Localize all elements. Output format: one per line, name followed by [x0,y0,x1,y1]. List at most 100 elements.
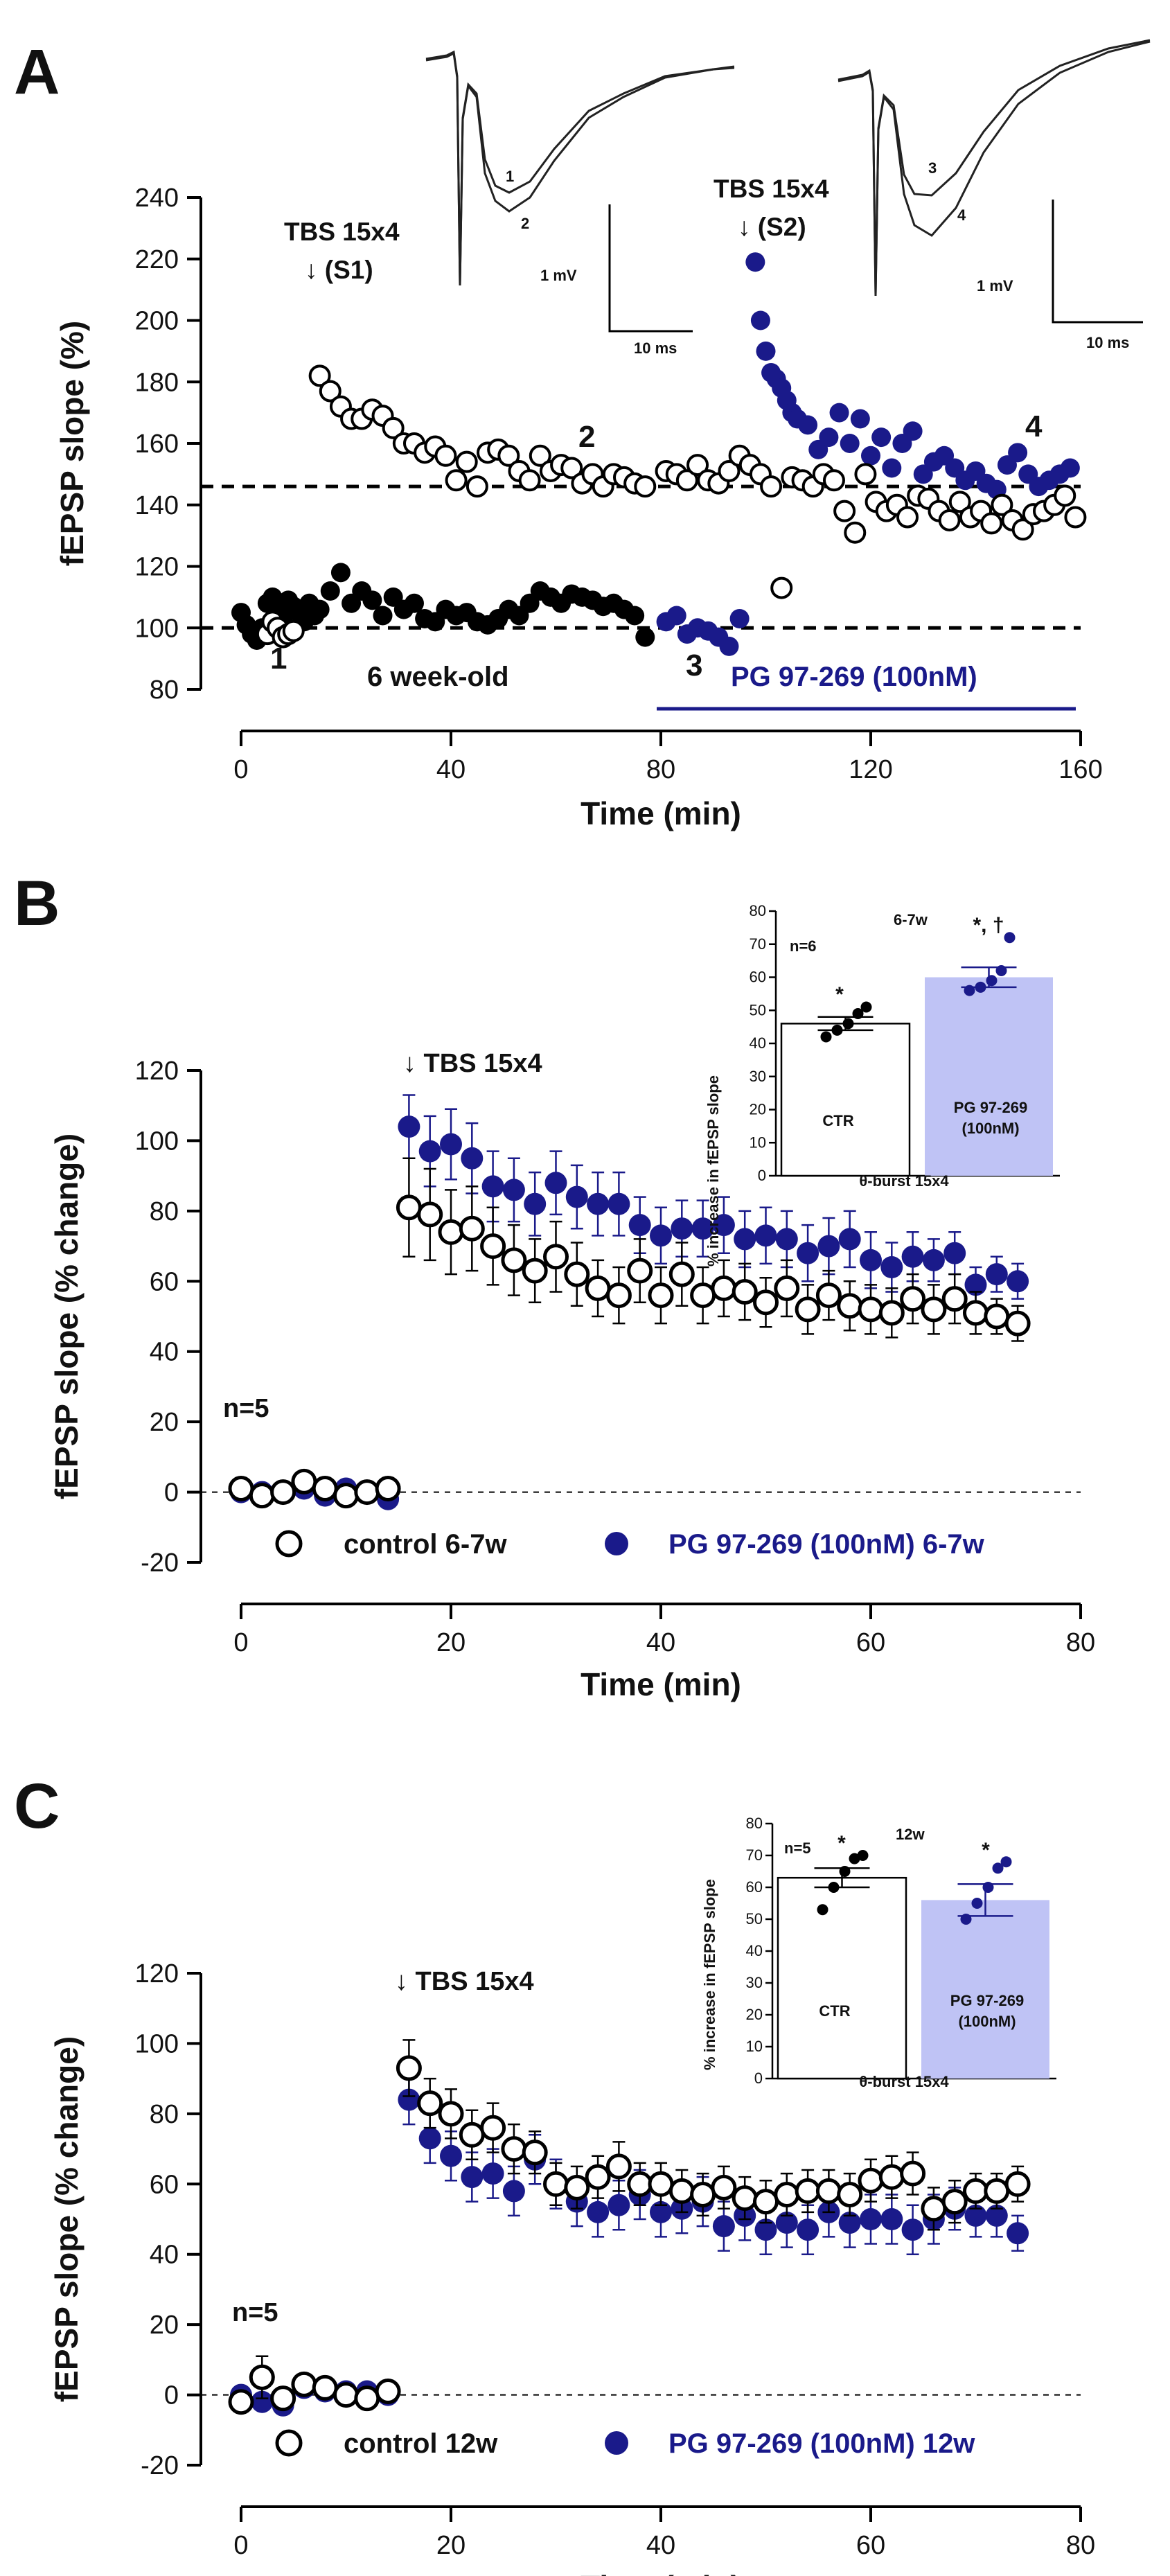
data-point-drug [251,2390,274,2413]
y-tick-label: 220 [135,245,179,274]
x-tick-label: 120 [849,755,892,784]
data-point-drug [418,2127,441,2150]
inset-b-bar-drug-2: (100nM) [961,1120,1019,1137]
data-point-drug [860,2208,882,2230]
data-point-control [878,1300,905,1326]
y-tick-label: 20 [150,2311,179,2340]
data-point-control [627,1258,653,1284]
data-point-drug [587,1192,610,1215]
data-point-control-open [833,500,856,522]
x-tick-label: 80 [1066,2531,1095,2560]
data-point-control [900,2160,926,2187]
data-point-control-open [991,493,1013,516]
data-point-drug [797,1242,819,1264]
panel-a-marks [231,252,1087,656]
data-point-control-open [445,469,468,492]
x-tick-label: 160 [1058,755,1102,784]
data-point-drug [985,1263,1008,1286]
data-point-control [668,1261,695,1287]
data-point-control-open [634,475,657,498]
legend-control-marker [275,1530,303,1558]
data-point-drug [838,2212,861,2234]
data-point-drug [524,1192,547,1215]
inset-data-point [982,1882,994,1893]
data-point-drug [903,421,923,441]
panel-a-age-label: 6 week-old [367,662,509,692]
panel-a-label-3: 3 [686,649,702,682]
data-point-control [815,1282,842,1309]
data-point-control [354,2385,380,2412]
data-point-drug [565,1185,588,1208]
legend-control-label: control 6-7w [344,1529,507,1560]
data-point-drug [418,1140,441,1163]
inset-c-bar-drug-1: PG 97-269 [950,1992,1024,2009]
data-point-drug [502,2180,525,2203]
data-point-drug [729,608,750,628]
inset-data-point [852,1008,864,1020]
trace-s1-scale-v: 1 mV [540,267,577,284]
data-point-control [333,2382,359,2408]
data-point-control [668,2178,695,2204]
data-point-control-open [434,444,457,467]
data-point-drug [608,2194,630,2216]
data-point-control [858,1296,884,1323]
data-point-drug [964,2204,987,2227]
x-axis-title: Time (min) [580,795,741,831]
y-tick-label: -20 [141,2451,179,2480]
inset-c-sig-drug: * [982,1839,990,1862]
data-point-drug [502,1179,525,1201]
data-point-control [291,1468,317,1494]
data-point-control [480,2115,506,2141]
trace-s1-label-2: 2 [521,215,529,232]
y-tick-label: 40 [150,2241,179,2270]
data-point-drug [734,1228,756,1251]
data-point-drug [901,1245,924,1268]
inset-y-tick-label: 30 [746,1974,763,1991]
data-point-drug [850,409,870,429]
data-point-control-open [529,444,551,467]
x-tick-label: 80 [646,755,675,784]
data-point-control [648,1282,674,1309]
data-point-control-open [948,491,971,513]
data-point-drug [754,1224,777,1247]
data-point-control [501,2136,527,2162]
data-point-control [690,1282,716,1309]
data-point-control [522,2140,548,2166]
data-point-control-filled [635,627,655,647]
data-point-control-filled [362,590,382,610]
inset-b-sig-drug: *, † [973,914,1004,937]
data-point-drug [544,1172,567,1194]
panel-b-n-label: n=5 [223,1394,269,1423]
legend-drug-marker [605,2431,628,2455]
x-tick-label: 40 [646,1628,675,1657]
panel-b-inset-chart: 0 10 20 30 40 50 60 70 80 [750,902,1060,1184]
y-tick-label: 120 [135,553,179,582]
data-point-control [459,1215,485,1242]
legend-control-label: control 12w [344,2428,498,2459]
inset-y-tick-label: 0 [758,1167,766,1184]
data-point-drug [871,427,892,448]
data-point-control [963,2178,989,2204]
data-point-control-open [466,475,488,498]
inset-b-sig-ctr: * [835,983,844,1006]
y-tick-label: 0 [164,2381,179,2410]
data-point-control [711,2174,737,2200]
y-tick-label: 200 [135,307,179,336]
data-point-control [815,2178,842,2204]
inset-data-point [975,981,986,993]
data-point-control-open [760,475,783,498]
panel-b-tbs-label: ↓ TBS 15x4 [403,1049,542,1078]
inset-c-bar-drug-2: (100nM) [958,2013,1016,2030]
inset-data-point [964,985,975,996]
data-point-control [438,2101,464,2127]
panel-c-inset: 0 10 20 30 40 50 60 70 80 % increase in fEPSP sl… [701,1815,1056,2090]
data-point-drug [829,403,849,423]
inset-c-age: 12w [896,1826,925,1843]
x-tick-label: 40 [646,2531,675,2560]
data-point-drug [819,427,839,448]
inset-data-point [1000,1856,1012,1868]
x-tick-label: 0 [233,755,248,784]
y-tick-label: 100 [135,2029,179,2058]
inset-b-ylabel: % increase in fEPSP slope [704,1075,722,1267]
